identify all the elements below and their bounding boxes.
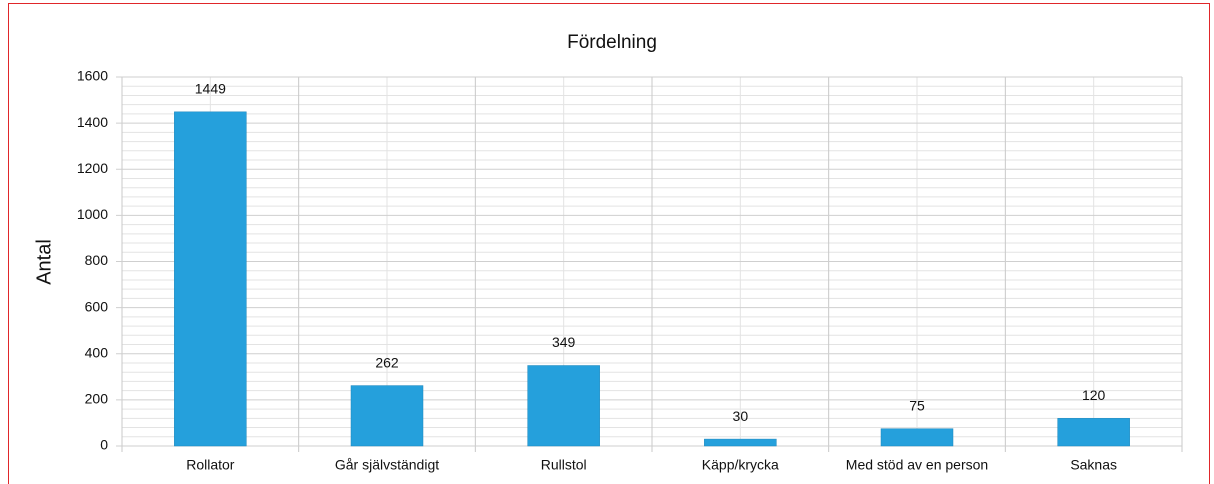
y-tick-label: 800 [85,252,109,268]
bar [880,428,954,447]
bar [704,438,777,447]
data-label: 349 [552,334,576,350]
y-tick-label: 1600 [77,68,108,84]
data-label: 75 [909,397,925,413]
y-tick-label: 400 [85,344,109,360]
chart-title: Fördelning [567,32,657,53]
x-tick-label: Rullstol [541,457,587,473]
data-label: 120 [1082,387,1106,403]
bar [174,111,247,447]
x-tick-label: Käpp/krycka [702,457,779,473]
y-tick-label: 1200 [77,160,108,176]
y-axis-label: Antal [33,239,55,285]
data-label: 262 [375,354,399,370]
bar [350,385,424,447]
y-tick-label: 1400 [77,114,108,130]
y-tick-label: 1000 [77,206,108,222]
x-tick-label: Saknas [1070,457,1117,473]
data-label: 1449 [195,81,226,97]
x-tick-label: Rollator [186,457,235,473]
y-tick-label: 0 [100,437,108,453]
bar [527,365,600,447]
y-tick-label: 200 [85,391,109,407]
bar [1057,418,1130,447]
x-tick-label: Går självständigt [335,457,439,473]
x-tick-label: Med stöd av en person [846,457,988,473]
data-label: 30 [733,408,749,424]
y-tick-label: 600 [85,298,109,314]
